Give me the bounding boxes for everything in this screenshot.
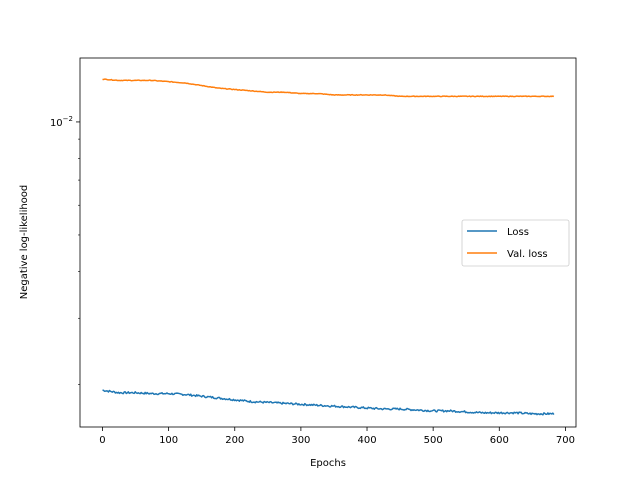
series-line-loss	[102, 389, 555, 416]
y-axis-label: Negative log-likelihood	[19, 185, 30, 300]
x-tick-label: 600	[490, 435, 509, 446]
x-tick-label: 200	[225, 435, 244, 446]
y-axis: 10−2	[50, 115, 80, 385]
x-axis-label: Epochs	[310, 458, 346, 469]
x-tick-label: 100	[159, 435, 178, 446]
x-tick-label: 300	[291, 435, 310, 446]
x-tick-label: 0	[99, 435, 105, 446]
plot-border	[79, 57, 577, 428]
legend-label-val-loss: Val. loss	[507, 249, 548, 260]
legend-label-loss: Loss	[507, 227, 529, 238]
x-tick-label: 700	[556, 435, 575, 446]
series-line-val-loss	[102, 78, 555, 98]
y-tick-label: 10−2	[50, 115, 73, 129]
x-tick-label: 400	[357, 435, 376, 446]
series-layer	[102, 78, 555, 416]
legend: Loss Val. loss	[461, 219, 570, 267]
x-axis: 0 100 200 300 400 500 600 700	[99, 427, 575, 446]
x-tick-label: 500	[424, 435, 443, 446]
